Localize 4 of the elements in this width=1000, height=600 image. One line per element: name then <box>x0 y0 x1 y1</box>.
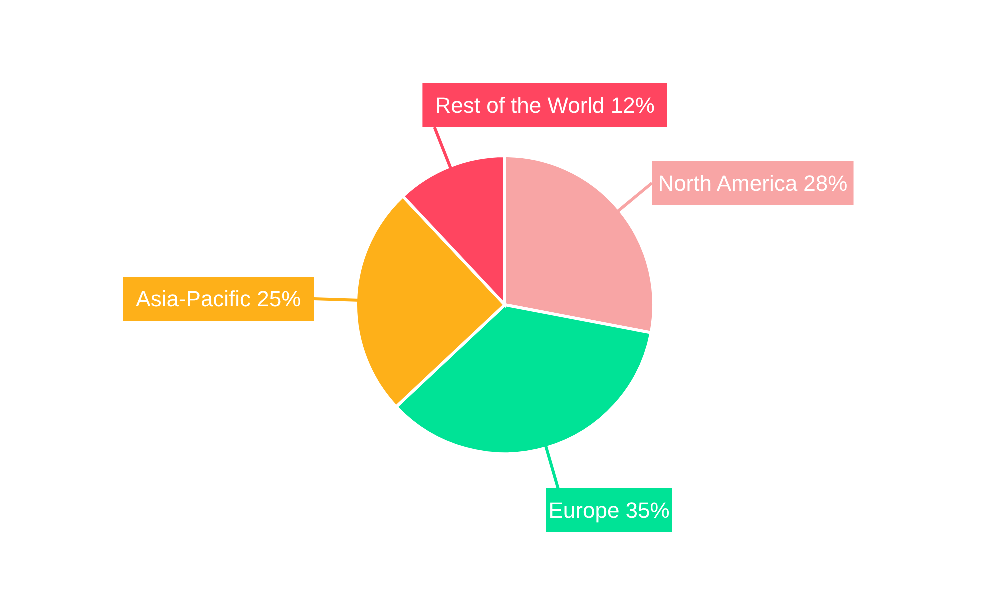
slice-label: North America 28% <box>658 170 848 196</box>
slice-label: Asia-Pacific 25% <box>136 286 302 312</box>
slice-label: Rest of the World 12% <box>435 92 655 118</box>
slice-label: Europe 35% <box>548 498 670 523</box>
